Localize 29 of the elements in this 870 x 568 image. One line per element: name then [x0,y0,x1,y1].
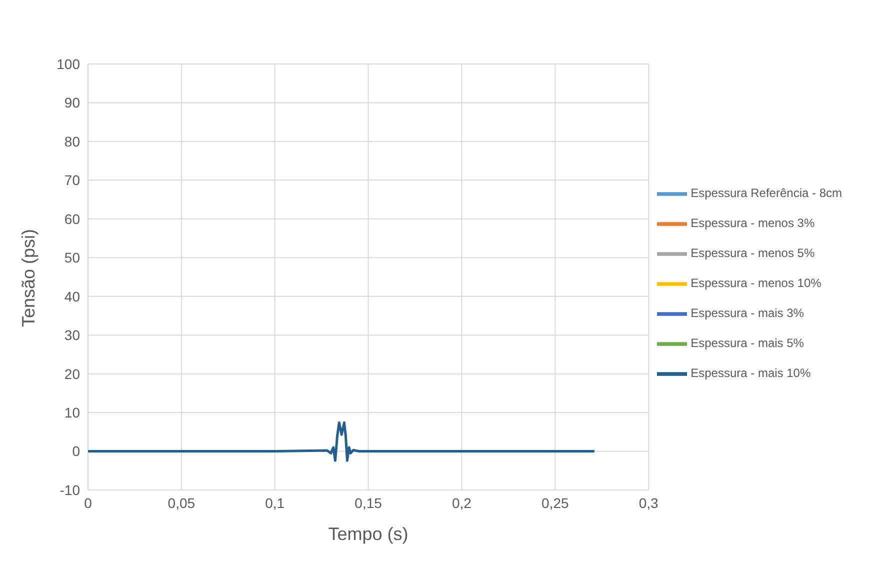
y-tick-label: 70 [64,172,80,188]
x-tick-label: 0,15 [354,494,382,511]
y-tick-label: 90 [64,94,80,111]
y-tick-label: 0 [72,443,80,460]
line-series [88,421,596,462]
legend-label: Espessura - mais 3% [690,306,804,320]
legend-label: Espessura - menos 3% [690,216,815,230]
legend-label: Espessura - mais 5% [690,336,804,350]
y-tick-label: 10 [64,404,80,421]
legend-label: Espessura - menos 10% [690,276,822,290]
y-tick-label: -10 [60,482,80,498]
y-tick-label: 100 [56,56,80,72]
x-tick-label: 0,3 [638,494,659,511]
y-tick-label: 60 [64,210,80,227]
x-tick-label: 0,2 [452,494,472,511]
y-tick-label: 30 [64,327,80,344]
legend-label: Espessura Referência - 8cm [690,186,842,200]
y-tick-label: 50 [64,250,80,266]
legend-label: Espessura - mais 10% [690,366,811,380]
y-tick-label: 80 [64,133,80,150]
y-tick-label: 40 [64,288,80,304]
x-tick-label: 0 [84,494,92,511]
x-axis-title: Tempo (s) [328,524,408,544]
x-tick-label: 0,25 [542,494,569,511]
legend-label: Espessura - menos 5% [690,246,815,260]
y-axis-title: Tensão (psi) [18,228,38,327]
x-tick-label: 0,05 [168,494,196,511]
y-tick-label: 20 [64,366,80,382]
x-tick-label: 0,1 [265,494,285,511]
